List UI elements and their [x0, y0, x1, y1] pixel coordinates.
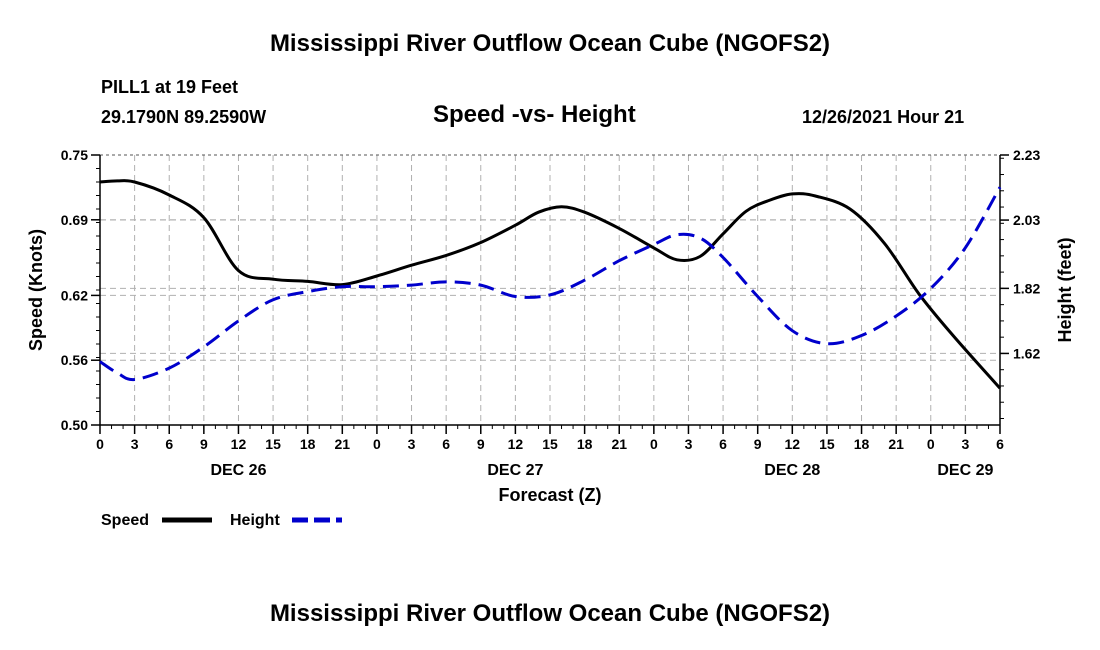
x-tick-label: 12: [231, 436, 247, 452]
y-tick-label: 0.56: [61, 352, 88, 368]
x-tick-label: 0: [927, 436, 935, 452]
x-tick-label: 15: [819, 436, 835, 452]
x-tick-label: 9: [754, 436, 762, 452]
x-tick-label: 21: [335, 436, 351, 452]
x-tick-label: 18: [854, 436, 870, 452]
x-tick-label: 6: [996, 436, 1004, 452]
station-coordinates: 29.1790N 89.2590W: [101, 107, 267, 127]
x-tick-label: 15: [265, 436, 281, 452]
x-tick-label: 6: [442, 436, 450, 452]
station-label: PILL1 at 19 Feet: [101, 77, 239, 97]
y2-tick-label: 2.03: [1013, 212, 1040, 228]
x-tick-label: 21: [611, 436, 627, 452]
y-axis-title: Speed (Knots): [26, 229, 46, 351]
page-title-repeat: Mississippi River Outflow Ocean Cube (NG…: [269, 600, 831, 627]
y-tick-label: 0.75: [61, 147, 88, 163]
x-tick-label: 6: [719, 436, 727, 452]
legend-speed-label: Speed: [101, 512, 149, 529]
y-tick-label: 0.50: [61, 417, 88, 433]
x-tick-label: 12: [785, 436, 801, 452]
y-tick-label: 0.62: [61, 287, 88, 303]
x-tick-label: 3: [408, 436, 416, 452]
y2-tick-label: 2.23: [1013, 147, 1040, 163]
x-day-label: DEC 29: [937, 462, 993, 479]
y2-tick-label: 1.62: [1013, 345, 1040, 361]
x-tick-label: 3: [131, 436, 139, 452]
x-tick-label: 9: [477, 436, 485, 452]
y2-axis-title: Height (feet): [1055, 238, 1075, 343]
x-tick-label: 3: [685, 436, 693, 452]
x-day-label: DEC 27: [487, 462, 543, 479]
x-tick-label: 6: [165, 436, 173, 452]
x-tick-label: 18: [577, 436, 593, 452]
chart-title: Speed -vs- Height: [433, 101, 636, 128]
x-tick-label: 0: [96, 436, 104, 452]
x-tick-label: 3: [961, 436, 969, 452]
speed-series-line: [99, 179, 1002, 390]
x-tick-label: 18: [300, 436, 316, 452]
legend-height-label: Height: [230, 512, 280, 529]
page-title: Mississippi River Outflow Ocean Cube (NG…: [269, 30, 831, 57]
y-tick-label: 0.69: [61, 212, 88, 228]
x-tick-label: 12: [508, 436, 524, 452]
x-day-label: DEC 28: [764, 462, 820, 479]
forecast-datetime: 12/26/2021 Hour 21: [802, 107, 965, 127]
x-tick-label: 0: [650, 436, 658, 452]
x-tick-label: 0: [373, 436, 381, 452]
x-tick-label: 15: [542, 436, 558, 452]
x-axis-title: Forecast (Z): [498, 485, 601, 505]
height-series-line: [99, 186, 1002, 382]
y2-tick-label: 1.82: [1013, 280, 1040, 296]
x-day-label: DEC 26: [210, 462, 266, 479]
x-tick-label: 21: [888, 436, 904, 452]
x-tick-label: 9: [200, 436, 208, 452]
